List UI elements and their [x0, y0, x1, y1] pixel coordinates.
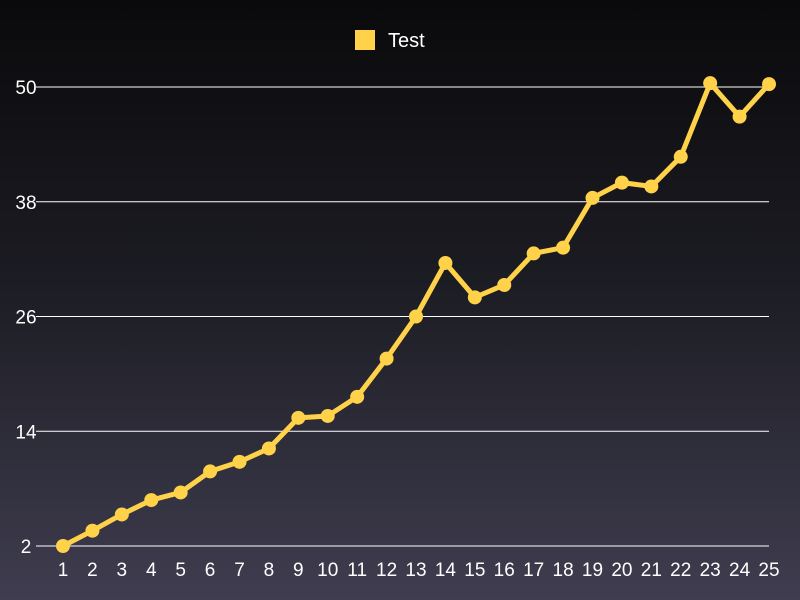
x-tick-label: 18	[553, 560, 574, 581]
x-tick-label: 21	[641, 560, 662, 581]
y-tick-label: 2	[21, 537, 32, 558]
data-point	[291, 410, 306, 425]
data-point	[644, 179, 659, 194]
data-point	[350, 389, 365, 404]
data-point	[144, 493, 159, 508]
x-tick-label: 22	[670, 560, 691, 581]
data-point	[467, 290, 482, 305]
data-point	[114, 507, 129, 522]
x-tick-label: 5	[175, 560, 186, 581]
data-point	[556, 240, 571, 255]
x-tick-label: 11	[347, 560, 367, 581]
x-tick-label: 23	[700, 560, 721, 581]
series-test	[56, 76, 776, 553]
y-tick-label: 14	[15, 422, 37, 443]
x-tick-label: 3	[117, 560, 128, 581]
y-axis-ticks: 2 14 26 38 50	[15, 78, 37, 558]
y-tick-label: 50	[15, 78, 36, 99]
x-tick-label: 16	[494, 560, 515, 581]
x-tick-label: 12	[376, 560, 397, 581]
data-point	[261, 441, 276, 456]
x-tick-label: 15	[464, 560, 485, 581]
x-tick-label: 24	[729, 560, 751, 581]
data-point	[526, 246, 541, 261]
data-point	[762, 77, 776, 92]
x-axis-ticks: 1 2 3 4 5 6 7 8 9 10 11 12 13 14 15 16 17 18 19 20 21 22 23 24 2…	[58, 560, 780, 581]
x-tick-label: 19	[582, 560, 603, 581]
legend-label-test: Test	[388, 30, 425, 52]
x-tick-label: 25	[758, 560, 779, 581]
y-tick-label: 38	[15, 193, 36, 214]
data-point	[203, 464, 218, 479]
x-tick-label: 1	[58, 560, 69, 581]
data-point	[173, 485, 188, 500]
x-tick-label: 8	[264, 560, 275, 581]
data-point	[379, 351, 394, 366]
x-tick-label: 13	[405, 560, 426, 581]
data-point	[614, 175, 629, 190]
x-tick-label: 10	[317, 560, 338, 581]
x-tick-label: 2	[87, 560, 98, 581]
x-tick-label: 6	[205, 560, 216, 581]
data-point	[497, 277, 512, 292]
legend-swatch-test	[355, 30, 375, 50]
legend: Test	[355, 30, 425, 52]
x-tick-label: 4	[146, 560, 157, 581]
data-point	[85, 523, 100, 538]
data-point	[703, 76, 718, 91]
data-point	[56, 539, 70, 553]
data-point	[320, 408, 335, 423]
x-tick-label: 7	[234, 560, 245, 581]
data-point	[732, 109, 747, 124]
data-point	[673, 149, 688, 164]
data-point	[409, 309, 423, 324]
grid-lines	[36, 86, 769, 547]
x-tick-label: 20	[611, 560, 632, 581]
x-tick-label: 14	[435, 560, 457, 581]
data-point	[232, 454, 247, 469]
y-tick-label: 26	[15, 308, 36, 329]
data-point	[438, 255, 453, 270]
x-tick-label: 17	[523, 560, 544, 581]
data-point	[585, 190, 600, 205]
x-tick-label: 9	[293, 560, 304, 581]
